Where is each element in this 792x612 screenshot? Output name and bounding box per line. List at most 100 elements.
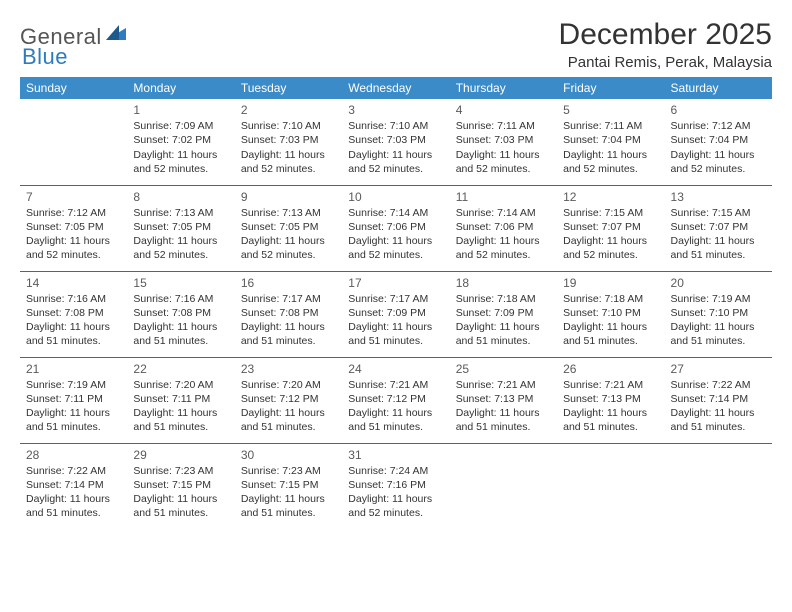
calendar-week-row: 28Sunrise: 7:22 AMSunset: 7:14 PMDayligh…	[20, 443, 772, 529]
day-number: 26	[563, 361, 658, 377]
header: General December 2025 Pantai Remis, Pera…	[20, 18, 772, 71]
calendar-day-cell: 9Sunrise: 7:13 AMSunset: 7:05 PMDaylight…	[235, 185, 342, 271]
title-block: December 2025 Pantai Remis, Perak, Malay…	[559, 18, 772, 71]
daylight-line: Daylight: 11 hours and 52 minutes.	[348, 492, 443, 520]
calendar-day-cell: 21Sunrise: 7:19 AMSunset: 7:11 PMDayligh…	[20, 357, 127, 443]
sunset-line: Sunset: 7:15 PM	[241, 478, 336, 492]
calendar-day-cell: 22Sunrise: 7:20 AMSunset: 7:11 PMDayligh…	[127, 357, 234, 443]
sunset-line: Sunset: 7:04 PM	[671, 133, 766, 147]
daylight-line: Daylight: 11 hours and 51 minutes.	[563, 320, 658, 348]
daylight-line: Daylight: 11 hours and 52 minutes.	[671, 148, 766, 176]
sunrise-line: Sunrise: 7:23 AM	[241, 464, 336, 478]
sunset-line: Sunset: 7:10 PM	[563, 306, 658, 320]
sunset-line: Sunset: 7:09 PM	[348, 306, 443, 320]
day-number: 12	[563, 189, 658, 205]
sunset-line: Sunset: 7:02 PM	[133, 133, 228, 147]
sunrise-line: Sunrise: 7:22 AM	[671, 378, 766, 392]
day-number: 1	[133, 102, 228, 118]
sunrise-line: Sunrise: 7:20 AM	[133, 378, 228, 392]
daylight-line: Daylight: 11 hours and 52 minutes.	[563, 234, 658, 262]
daylight-line: Daylight: 11 hours and 51 minutes.	[241, 406, 336, 434]
sunrise-line: Sunrise: 7:15 AM	[563, 206, 658, 220]
sunrise-line: Sunrise: 7:23 AM	[133, 464, 228, 478]
sunrise-line: Sunrise: 7:11 AM	[563, 119, 658, 133]
day-number: 15	[133, 275, 228, 291]
sunset-line: Sunset: 7:09 PM	[456, 306, 551, 320]
sunrise-line: Sunrise: 7:10 AM	[241, 119, 336, 133]
calendar-day-cell: 4Sunrise: 7:11 AMSunset: 7:03 PMDaylight…	[450, 99, 557, 185]
calendar-body: 1Sunrise: 7:09 AMSunset: 7:02 PM Daylight…	[20, 99, 772, 529]
weekday-header: Tuesday	[235, 77, 342, 99]
sunrise-line: Sunrise: 7:12 AM	[26, 206, 121, 220]
sunset-line: Sunset: 7:08 PM	[26, 306, 121, 320]
sunrise-line: Sunrise: 7:12 AM	[671, 119, 766, 133]
sunset-line: Sunset: 7:06 PM	[348, 220, 443, 234]
day-number: 9	[241, 189, 336, 205]
daylight-line: Daylight: 11 hours and 51 minutes.	[133, 406, 228, 434]
calendar-day-cell: 25Sunrise: 7:21 AMSunset: 7:13 PMDayligh…	[450, 357, 557, 443]
calendar-day-cell: 11Sunrise: 7:14 AMSunset: 7:06 PMDayligh…	[450, 185, 557, 271]
day-number: 30	[241, 447, 336, 463]
calendar-day-cell: 17Sunrise: 7:17 AMSunset: 7:09 PMDayligh…	[342, 271, 449, 357]
day-number: 23	[241, 361, 336, 377]
calendar-week-row: 14Sunrise: 7:16 AMSunset: 7:08 PMDayligh…	[20, 271, 772, 357]
daylight-line: Daylight: 11 hours and 51 minutes.	[241, 320, 336, 348]
calendar-day-cell: 16Sunrise: 7:17 AMSunset: 7:08 PMDayligh…	[235, 271, 342, 357]
calendar-day-cell: 31Sunrise: 7:24 AMSunset: 7:16 PMDayligh…	[342, 443, 449, 529]
sunrise-line: Sunrise: 7:10 AM	[348, 119, 443, 133]
daylight-line: Daylight: 11 hours and 52 minutes.	[241, 148, 336, 176]
sunrise-line: Sunrise: 7:24 AM	[348, 464, 443, 478]
day-number: 14	[26, 275, 121, 291]
calendar-week-row: 7Sunrise: 7:12 AMSunset: 7:05 PMDaylight…	[20, 185, 772, 271]
calendar-day-cell: 10Sunrise: 7:14 AMSunset: 7:06 PMDayligh…	[342, 185, 449, 271]
calendar-week-row: 21Sunrise: 7:19 AMSunset: 7:11 PMDayligh…	[20, 357, 772, 443]
daylight-line: Daylight: 11 hours and 51 minutes.	[348, 406, 443, 434]
calendar-day-cell: 12Sunrise: 7:15 AMSunset: 7:07 PMDayligh…	[557, 185, 664, 271]
sunset-line: Sunset: 7:03 PM	[241, 133, 336, 147]
calendar-day-cell: 7Sunrise: 7:12 AMSunset: 7:05 PMDaylight…	[20, 185, 127, 271]
calendar-day-cell	[557, 443, 664, 529]
day-number: 18	[456, 275, 551, 291]
calendar-day-cell: 26Sunrise: 7:21 AMSunset: 7:13 PMDayligh…	[557, 357, 664, 443]
daylight-line: Daylight: 11 hours and 52 minutes.	[348, 148, 443, 176]
sunset-line: Sunset: 7:12 PM	[348, 392, 443, 406]
day-number: 20	[671, 275, 766, 291]
calendar-week-row: 1Sunrise: 7:09 AMSunset: 7:02 PM Daylight…	[20, 99, 772, 185]
calendar-day-cell: 30Sunrise: 7:23 AMSunset: 7:15 PMDayligh…	[235, 443, 342, 529]
sunrise-line: Sunrise: 7:16 AM	[26, 292, 121, 306]
sunrise-line: Sunrise: 7:15 AM	[671, 206, 766, 220]
daylight-line: Daylight: 11 hours and 51 minutes.	[26, 320, 121, 348]
day-number: 24	[348, 361, 443, 377]
day-number: 5	[563, 102, 658, 118]
daylight-line: Daylight: 11 hours and 52 minutes.	[348, 234, 443, 262]
weekday-header: Monday	[127, 77, 234, 99]
sunrise-line: Sunrise: 7:19 AM	[671, 292, 766, 306]
calendar-day-cell: 28Sunrise: 7:22 AMSunset: 7:14 PMDayligh…	[20, 443, 127, 529]
day-number: 27	[671, 361, 766, 377]
sunset-line: Sunset: 7:14 PM	[26, 478, 121, 492]
daylight-line: Daylight: 11 hours and 51 minutes.	[671, 320, 766, 348]
calendar-day-cell: 27Sunrise: 7:22 AMSunset: 7:14 PMDayligh…	[665, 357, 772, 443]
sunset-line: Sunset: 7:05 PM	[26, 220, 121, 234]
sunrise-line: Sunrise: 7:16 AM	[133, 292, 228, 306]
daylight-line: Daylight: 11 hours and 51 minutes.	[26, 492, 121, 520]
sunrise-line: Sunrise: 7:22 AM	[26, 464, 121, 478]
daylight-line: Daylight: 11 hours and 51 minutes.	[563, 406, 658, 434]
sunrise-line: Sunrise: 7:09 AM	[133, 119, 228, 133]
daylight-line: Daylight: 11 hours and 51 minutes.	[348, 320, 443, 348]
day-number: 19	[563, 275, 658, 291]
sunrise-line: Sunrise: 7:14 AM	[348, 206, 443, 220]
calendar-head: SundayMondayTuesdayWednesdayThursdayFrid…	[20, 77, 772, 99]
weekday-header: Wednesday	[342, 77, 449, 99]
weekday-header: Friday	[557, 77, 664, 99]
daylight-line: Daylight: 11 hours and 51 minutes.	[671, 234, 766, 262]
calendar-day-cell: 15Sunrise: 7:16 AMSunset: 7:08 PMDayligh…	[127, 271, 234, 357]
sunrise-line: Sunrise: 7:13 AM	[133, 206, 228, 220]
day-number: 31	[348, 447, 443, 463]
day-number: 16	[241, 275, 336, 291]
sunset-line: Sunset: 7:16 PM	[348, 478, 443, 492]
sunset-line: Sunset: 7:11 PM	[26, 392, 121, 406]
calendar-table: SundayMondayTuesdayWednesdayThursdayFrid…	[20, 77, 772, 529]
sunset-line: Sunset: 7:07 PM	[563, 220, 658, 234]
sunset-line: Sunset: 7:07 PM	[671, 220, 766, 234]
